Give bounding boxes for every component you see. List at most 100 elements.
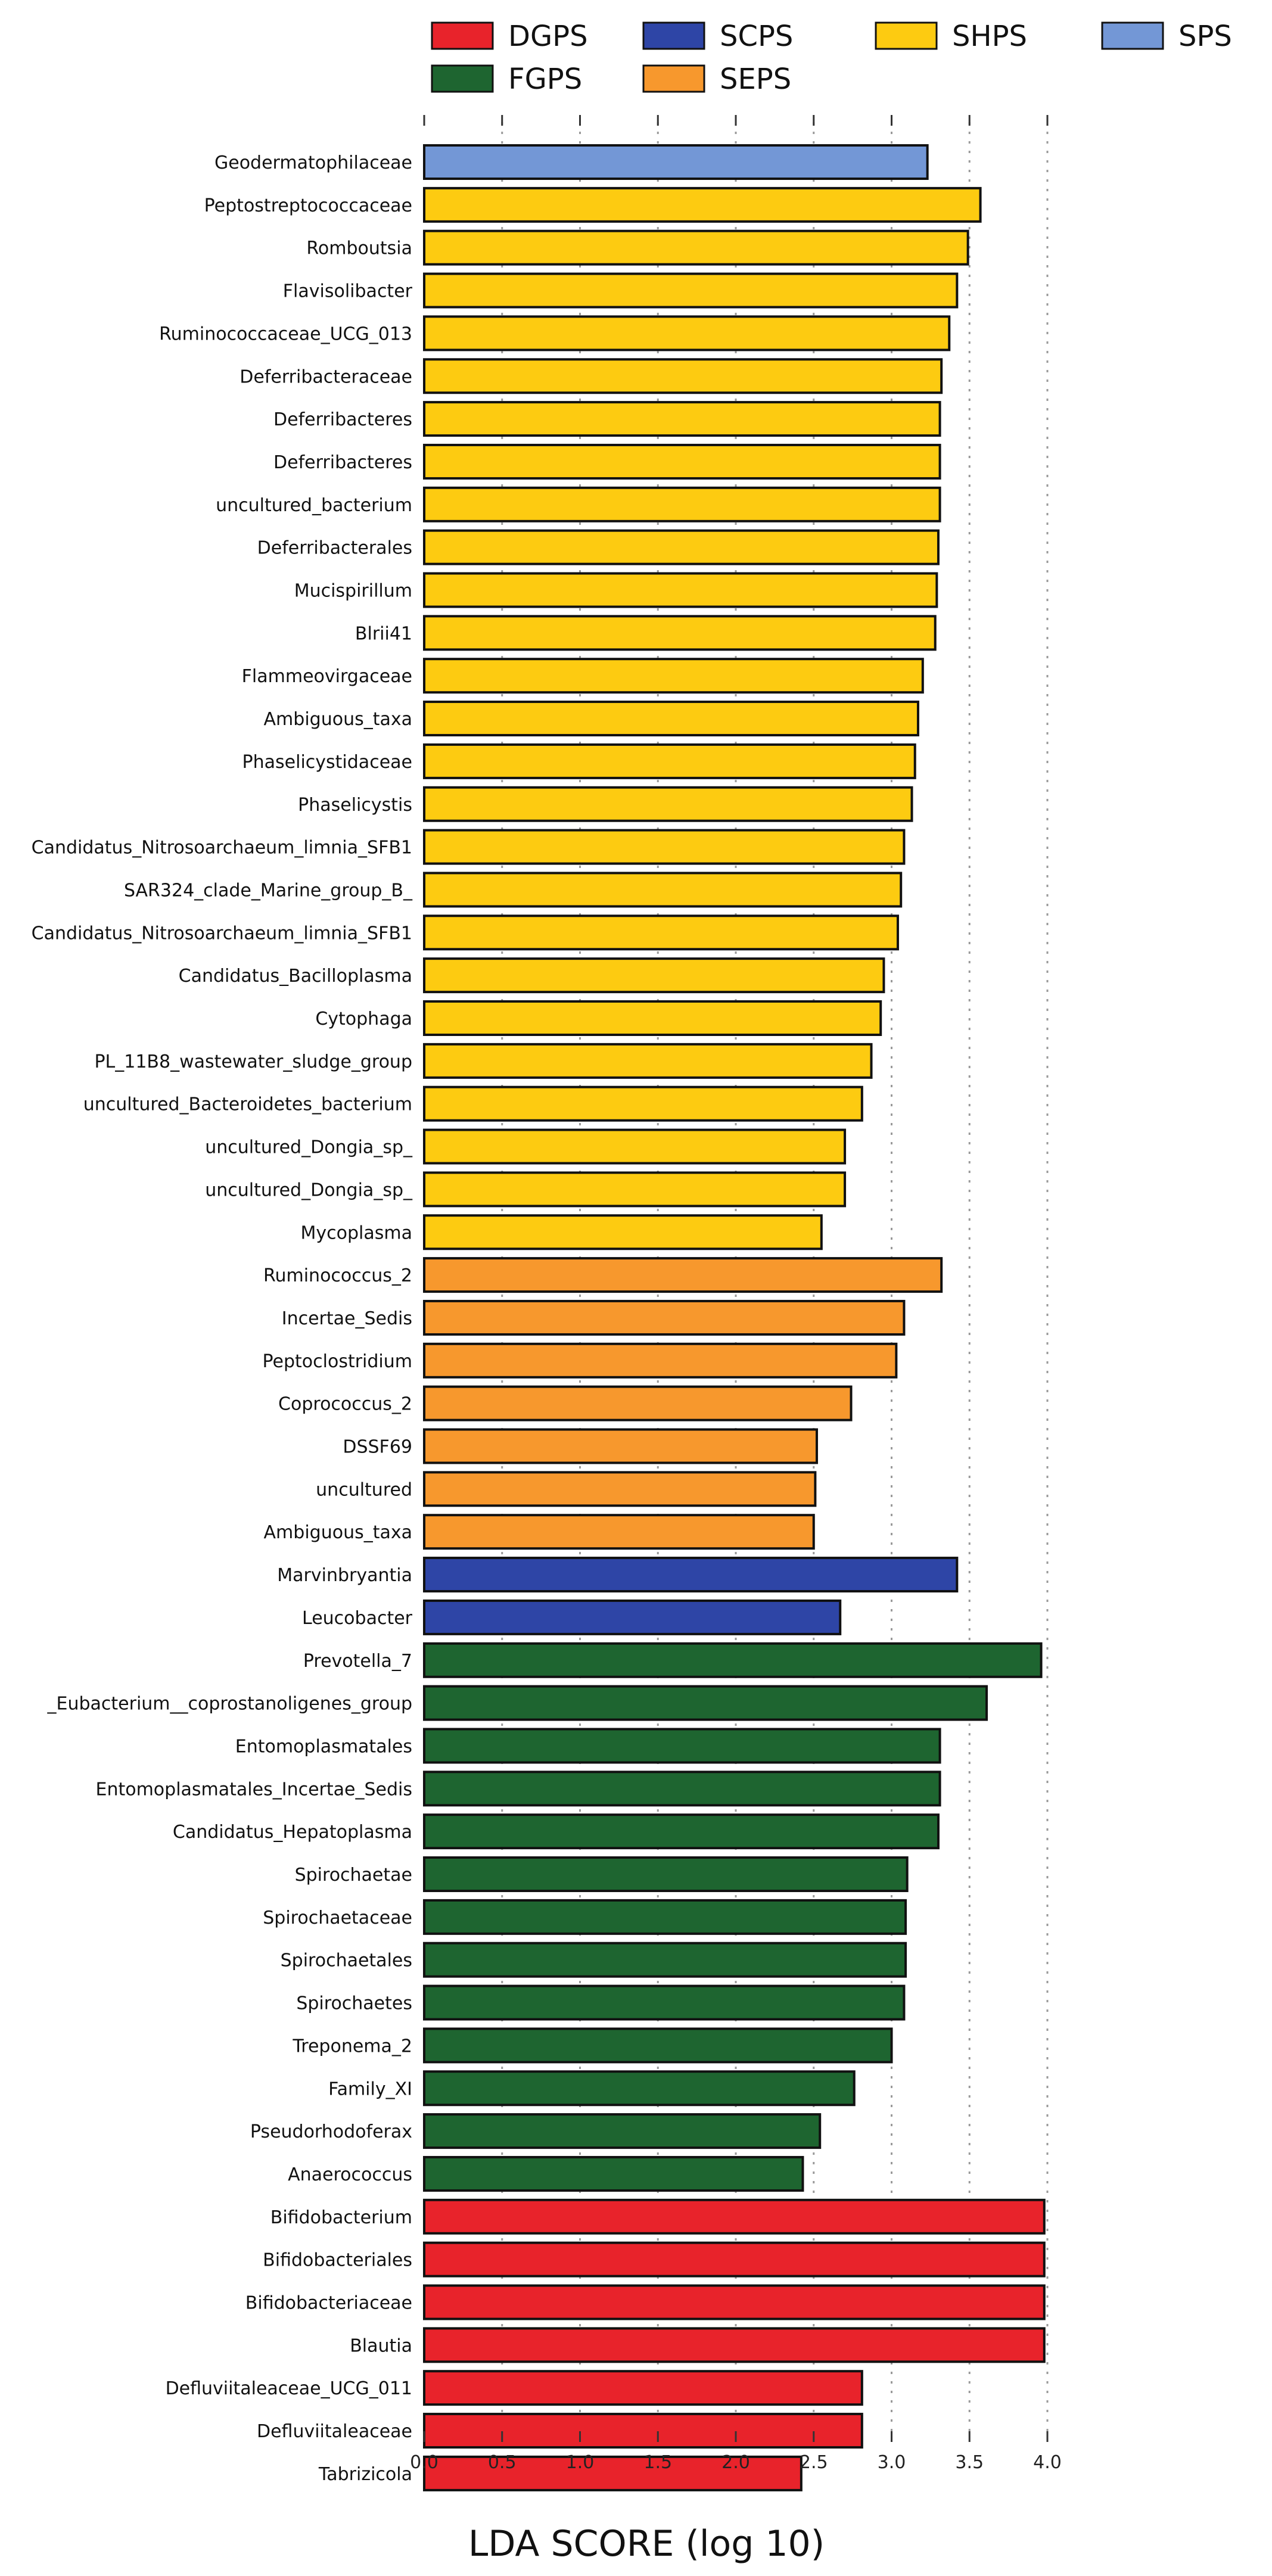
- category-label: Phaselicystidaceae: [242, 752, 412, 773]
- x-tick-label: 1.5: [643, 2452, 672, 2473]
- bar: [423, 829, 906, 865]
- category-label: Candidatus_Hepatoplasma: [173, 1822, 412, 1843]
- bar: [423, 1771, 941, 1807]
- x-tick-label: 4.0: [1033, 2452, 1062, 2473]
- category-label: Ruminococcaceae_UCG_013: [159, 323, 412, 344]
- bar: [423, 2198, 1046, 2235]
- legend-label: SCPS: [720, 20, 793, 53]
- category-label: Deferribacteres: [273, 409, 412, 430]
- bar: [423, 872, 903, 908]
- category-label: Geodermatophilaceae: [214, 153, 412, 173]
- category-label: Tabrizicola: [318, 2464, 412, 2485]
- category-label: Candidatus_Nitrosoarchaeum_limnia_SFB1: [32, 838, 412, 858]
- bar: [423, 701, 919, 737]
- category-label: Pseudorhodoferax: [250, 2121, 412, 2142]
- category-label: Flavisolibacter: [283, 281, 413, 302]
- category-label: Candidatus_Bacilloplasma: [179, 966, 412, 987]
- category-label: Leucobacter: [302, 1608, 413, 1629]
- legend-label: SEPS: [720, 63, 791, 96]
- category-label: Family_XI: [328, 2079, 412, 2099]
- legend-swatch: [642, 64, 705, 93]
- category-label: Entomoplasmatales_Incertae_Sedis: [96, 1779, 413, 1800]
- x-tick-label: 2.5: [800, 2452, 828, 2473]
- bar: [423, 1813, 940, 1850]
- bar: [423, 1942, 907, 1978]
- category-label: DSSF69: [343, 1437, 412, 1458]
- legend-label: DGPS: [508, 20, 588, 53]
- category-label: Blrii41: [355, 623, 412, 644]
- category-label: uncultured_Dongia_sp_: [205, 1180, 413, 1200]
- bar: [423, 1599, 842, 1635]
- category-label: Bifidobacteriaceae: [245, 2293, 412, 2314]
- legend-swatch: [431, 21, 494, 50]
- category-label: Mucispirillum: [294, 581, 412, 602]
- bar: [423, 615, 937, 651]
- category-label: Deferribacterales: [257, 538, 412, 559]
- bar: [423, 2070, 856, 2107]
- bar: [423, 2113, 822, 2149]
- bar: [423, 1214, 823, 1250]
- bar: [423, 1685, 988, 1721]
- bar: [423, 2455, 803, 2491]
- category-label: Flammeovirgaceae: [242, 666, 412, 687]
- category-label: Deferribacteraceae: [240, 366, 412, 387]
- legend-label: SHPS: [952, 20, 1027, 53]
- bar: [423, 1085, 863, 1122]
- category-label: PL_11B8_wastewater_sludge_group: [94, 1051, 412, 1072]
- category-label: Defluviitaleaceae_UCG_011: [166, 2378, 412, 2399]
- bar: [423, 914, 899, 951]
- bar: [423, 1728, 941, 1764]
- bar: [423, 786, 913, 822]
- category-label: Ambiguous_taxa: [264, 1522, 412, 1543]
- category-label: Candidatus_Nitrosoarchaeum_limnia_SFB1: [32, 923, 412, 944]
- category-label: Spirochaetales: [281, 1950, 412, 1971]
- legend-swatch: [875, 21, 938, 50]
- bar: [423, 1514, 815, 1550]
- bar: [423, 1257, 943, 1293]
- category-label: uncultured_Bacteroidetes_bacterium: [83, 1094, 412, 1115]
- x-tick-label: 3.0: [878, 2452, 906, 2473]
- bar: [423, 1471, 817, 1507]
- category-label: uncultured_bacterium: [216, 495, 412, 516]
- x-tick-label: 3.5: [955, 2452, 984, 2473]
- category-label: _Eubacterium__coprostanoligenes_group: [47, 1694, 412, 1715]
- x-axis: 0.0 0.5 1.0 1.5 2.0 2.5 3.0 3.5 4.0: [410, 115, 1062, 2473]
- bar: [423, 401, 941, 437]
- bar: [423, 2155, 804, 2192]
- category-label: Prevotella_7: [303, 1651, 412, 1672]
- category-label: SAR324_clade_Marine_group_B_: [124, 880, 413, 901]
- category-label: Ruminococcus_2: [263, 1265, 412, 1286]
- bar: [423, 186, 982, 223]
- category-label: Peptostreptococcaceae: [204, 195, 412, 216]
- bar: [423, 572, 938, 608]
- category-label: Incertae_Sedis: [282, 1308, 412, 1329]
- x-tick-label: 1.0: [566, 2452, 595, 2473]
- legend-swatch: [431, 64, 494, 93]
- bar: [423, 1856, 909, 1892]
- bar: [423, 1342, 898, 1379]
- bar: [423, 1043, 873, 1079]
- legend-label: SPS: [1178, 20, 1232, 53]
- bar: [423, 1984, 906, 2021]
- category-label: Marvinbryantia: [277, 1565, 412, 1586]
- bar: [423, 2370, 863, 2406]
- bar: [423, 486, 941, 522]
- bar: [423, 1171, 847, 1208]
- category-label: Ambiguous_taxa: [264, 709, 412, 730]
- category-label: Cytophaga: [315, 1009, 412, 1029]
- bar: [423, 529, 940, 565]
- x-axis-label: LDA SCORE (log 10): [468, 2523, 825, 2565]
- bar: [423, 272, 959, 309]
- bar: [423, 2327, 1046, 2363]
- legend-swatch: [1101, 21, 1164, 50]
- bar: [423, 1557, 959, 1593]
- bar: [423, 315, 951, 351]
- category-label: Romboutsia: [306, 238, 412, 259]
- category-label: Mycoplasma: [301, 1222, 413, 1243]
- category-label: Spirochaetes: [296, 1993, 412, 2014]
- bar: [423, 1385, 853, 1421]
- bar: [423, 2241, 1046, 2278]
- category-label: Treponema_2: [292, 2036, 412, 2057]
- category-label: Bifidobacteriales: [263, 2250, 412, 2271]
